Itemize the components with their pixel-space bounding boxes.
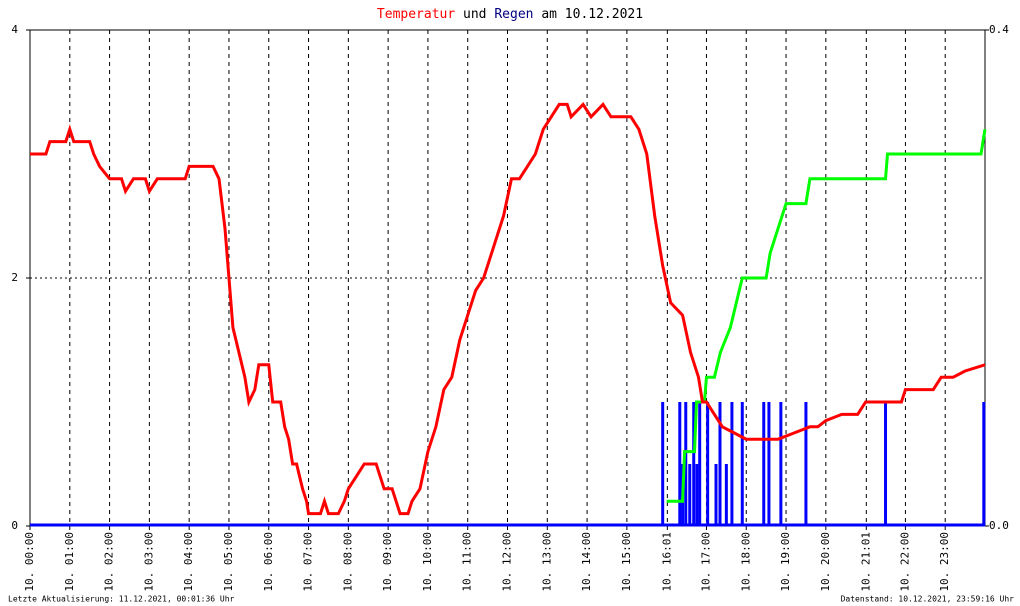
x-tick-label: 10. 12:00 <box>501 532 514 592</box>
y2-tick-label: 0.4 <box>989 23 1009 36</box>
x-tick-label: 10. 20:00 <box>819 532 832 592</box>
x-tick-label: 10. 00:00 <box>23 532 36 592</box>
footer-right: Datenstand: 10.12.2021, 23:59:16 Uhr <box>841 595 1015 604</box>
y-tick-label: 0 <box>11 519 18 532</box>
x-tick-label: 10. 02:00 <box>103 532 116 592</box>
title-temp: Temperatur <box>377 7 455 22</box>
y2-tick-label: 0.0 <box>989 519 1009 532</box>
x-tick-label: 10. 09:00 <box>381 532 394 592</box>
x-tick-label: 10. 03:00 <box>142 532 155 592</box>
footer-left: Letzte Aktualisierung: 11.12.2021, 00:01… <box>8 595 235 604</box>
x-tick-label: 10. 11:00 <box>461 532 474 592</box>
x-tick-label: 10. 18:00 <box>739 532 752 592</box>
x-tick-label: 10. 23:00 <box>938 532 951 592</box>
x-tick-label: 10. 06:00 <box>262 532 275 592</box>
x-tick-label: 10. 16:01 <box>660 532 673 592</box>
series-line <box>666 128 987 503</box>
title-connector: und <box>463 7 486 22</box>
x-tick-label: 10. 05:00 <box>222 532 235 592</box>
x-tick-label: 10. 07:00 <box>302 532 315 592</box>
x-tick-label: 10. 22:00 <box>898 532 911 592</box>
y-tick-label: 2 <box>11 271 18 284</box>
x-tick-label: 10. 08:00 <box>341 532 354 592</box>
y-tick-label: 4 <box>11 23 18 36</box>
title-rain: Regen <box>494 7 533 22</box>
chart-title: Temperatur und Regen am 10.12.2021 <box>377 7 643 22</box>
x-tick-label: 10. 01:00 <box>63 532 76 592</box>
series-line <box>30 101 986 516</box>
x-tick-label: 10. 13:00 <box>540 532 553 592</box>
x-tick-label: 10. 19:00 <box>779 532 792 592</box>
title-date: am 10.12.2021 <box>541 7 643 22</box>
x-tick-label: 10. 14:00 <box>580 532 593 592</box>
x-tick-label: 10. 21:01 <box>859 532 872 592</box>
x-tick-label: 10. 04:00 <box>182 532 195 592</box>
x-tick-label: 10. 15:00 <box>620 532 633 592</box>
x-tick-label: 10. 10:00 <box>421 532 434 592</box>
x-tick-label: 10. 17:00 <box>699 532 712 592</box>
